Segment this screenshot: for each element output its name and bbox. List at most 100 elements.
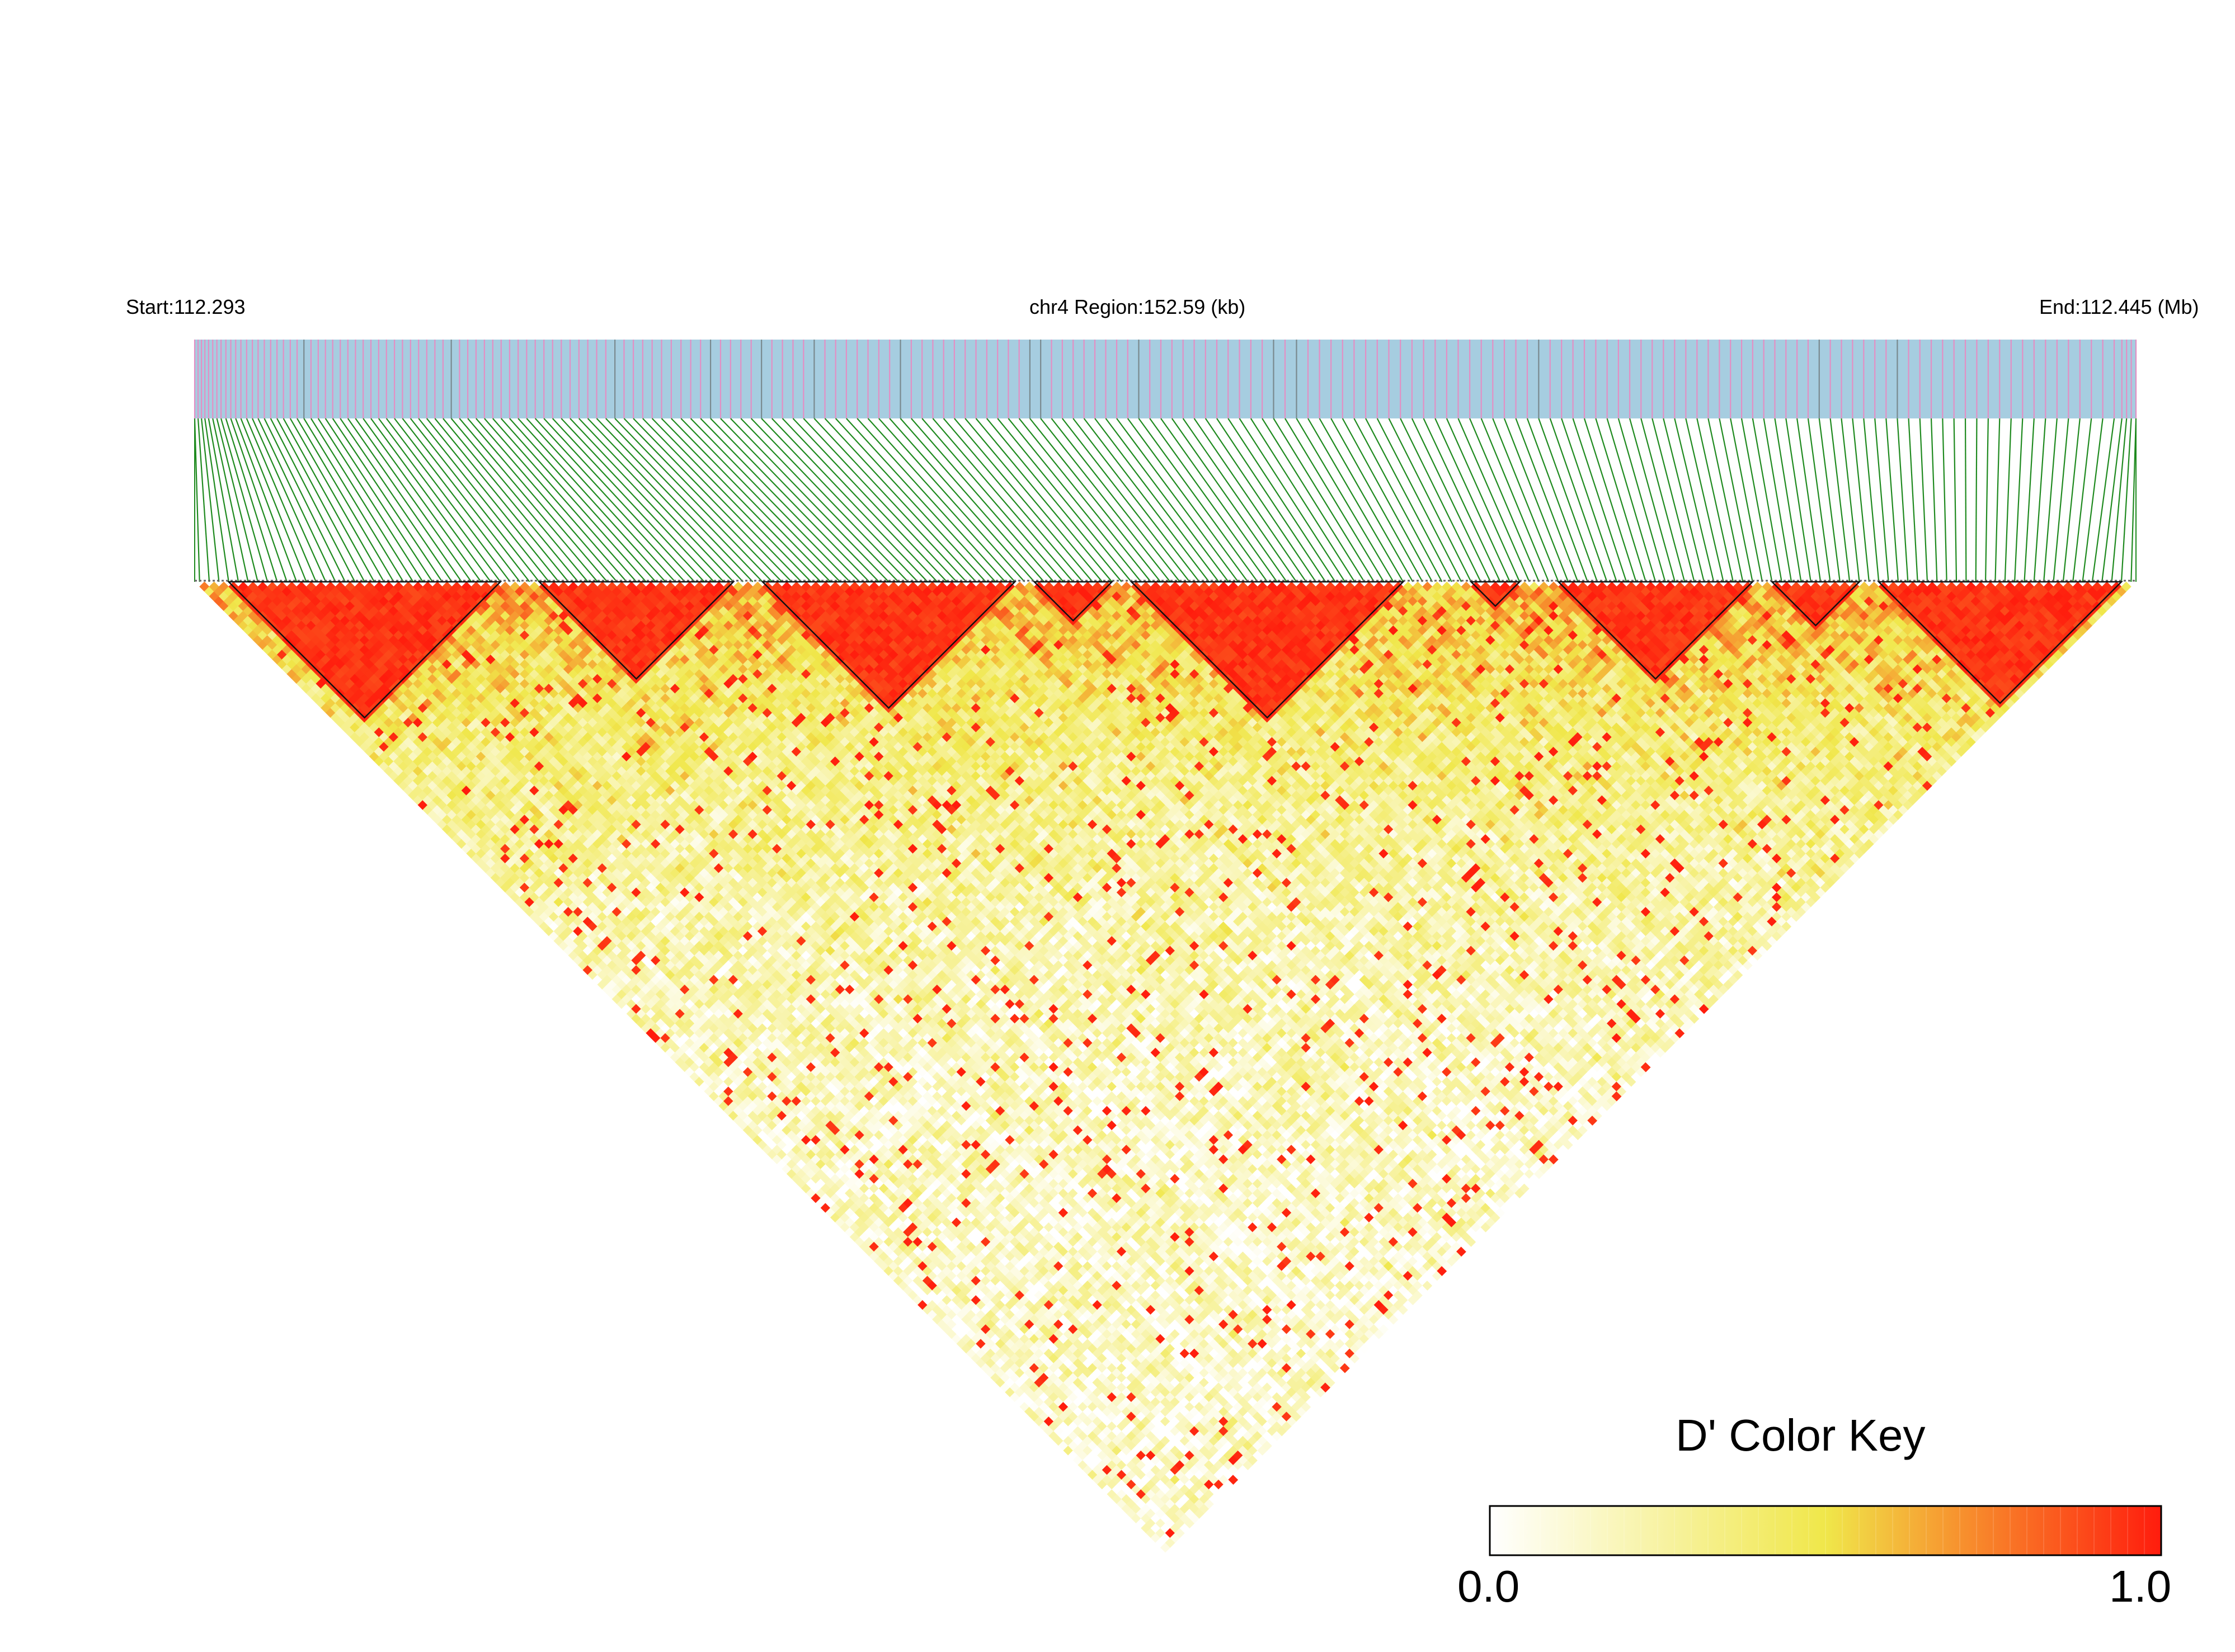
snp-connector <box>857 418 1006 582</box>
snp-connector <box>690 418 850 582</box>
snp-connector <box>1572 418 1627 582</box>
snp-connector <box>2062 418 2081 582</box>
ld-triangle-cells <box>199 581 2132 1553</box>
snp-connector <box>246 418 317 582</box>
snp-connector <box>1072 418 1200 582</box>
snp-connector <box>771 418 928 582</box>
snp-connector <box>1149 418 1268 582</box>
snp-connector <box>975 418 1113 582</box>
snp-connector <box>526 418 676 582</box>
snp-connector <box>740 418 899 582</box>
snp-connector <box>1388 418 1472 582</box>
snp-connector <box>1740 418 1773 582</box>
snp-connector <box>570 418 724 582</box>
snp-connector <box>1526 418 1588 582</box>
snp-connector <box>824 418 977 582</box>
snp-connector <box>1696 418 1734 582</box>
snp-connector <box>561 418 715 582</box>
snp-connector <box>225 418 278 582</box>
snp-connector <box>700 418 860 582</box>
snp-connector <box>680 418 841 582</box>
snp-connector <box>1160 418 1278 582</box>
snp-connector <box>1018 418 1151 582</box>
snp-connector <box>552 418 705 582</box>
snp-connector <box>303 418 404 582</box>
snp-connector <box>997 418 1132 582</box>
snp-connector <box>1629 418 1676 582</box>
snp-connector <box>943 418 1084 582</box>
snp-connector <box>230 418 288 582</box>
snp-connector <box>283 418 375 582</box>
snp-connector <box>1595 418 1646 582</box>
snp-connector <box>1538 418 1598 582</box>
snp-connector <box>2130 418 2137 582</box>
snp-connector <box>1284 418 1385 582</box>
snp-connector <box>492 418 637 582</box>
snp-connector <box>484 418 627 582</box>
snp-connector <box>1852 418 1870 582</box>
snp-connector <box>1040 418 1171 582</box>
snp-connector <box>1051 418 1180 582</box>
snp-connector <box>340 418 453 582</box>
snp-connector <box>1640 418 1686 582</box>
snp-connector <box>355 418 472 582</box>
snp-connector <box>212 418 249 582</box>
snp-connector <box>1480 418 1550 582</box>
snp-connector <box>1446 418 1521 582</box>
snp-connector <box>633 418 792 582</box>
snp-connector <box>450 418 589 582</box>
snp-connector <box>614 418 773 582</box>
snp-connector <box>1583 418 1637 582</box>
snp-connector <box>410 418 540 582</box>
snp-connector <box>2004 418 2012 582</box>
snp-connector <box>1469 418 1540 582</box>
snp-connector <box>1774 418 1802 582</box>
snp-connector <box>216 418 258 582</box>
snp-connector <box>289 418 385 582</box>
snp-connector <box>1863 418 1880 582</box>
snp-connector <box>710 418 870 582</box>
snp-connector <box>1353 418 1443 582</box>
snp-connector <box>1841 418 1860 582</box>
snp-connector <box>2053 418 2069 582</box>
snp-connector <box>889 418 1035 582</box>
snp-connector <box>402 418 530 582</box>
snp-connector <box>792 418 948 582</box>
snp-connector <box>264 418 346 582</box>
snp-connector <box>543 418 695 582</box>
snp-connector <box>426 418 559 582</box>
snp-connector <box>1376 418 1462 582</box>
snp-connector <box>730 418 890 582</box>
snp-connector <box>517 418 666 582</box>
snp-connector <box>1561 418 1617 582</box>
snp-connector <box>2082 418 2104 582</box>
snp-connector <box>394 418 521 582</box>
snp-connector <box>1752 418 1782 582</box>
snp-connector <box>1515 418 1579 582</box>
snp-connector-lines <box>194 418 2137 582</box>
snp-connector <box>1411 418 1491 582</box>
snp-connector <box>1296 418 1394 582</box>
snp-connector <box>1094 418 1220 582</box>
snp-connector <box>204 418 229 582</box>
snp-connector <box>1138 418 1258 582</box>
snp-connector <box>1083 418 1210 582</box>
region-length-label: chr4 Region:152.59 (kb) <box>1029 295 1245 319</box>
snp-connector <box>1919 418 1928 582</box>
snp-connector <box>1330 418 1423 582</box>
snp-connector <box>578 418 734 582</box>
snp-position-track <box>194 340 2137 418</box>
snp-connector <box>1964 418 1967 582</box>
snp-connector <box>1685 418 1724 582</box>
snp-connector <box>1307 418 1404 582</box>
snp-connector <box>476 418 618 582</box>
snp-connector <box>2091 418 2115 582</box>
snp-connector <box>1651 418 1695 582</box>
snp-connector <box>1365 418 1452 582</box>
snp-connector <box>932 418 1074 582</box>
snp-connector <box>761 418 919 582</box>
snp-connector <box>324 418 433 582</box>
snp-connector <box>1227 418 1336 582</box>
snp-connector <box>194 418 200 582</box>
snp-connector <box>2101 418 2123 582</box>
